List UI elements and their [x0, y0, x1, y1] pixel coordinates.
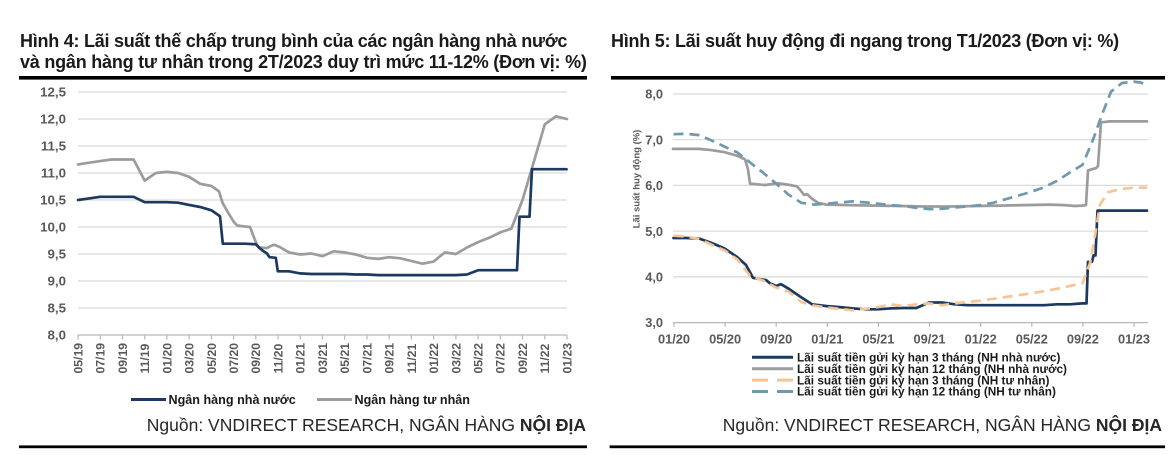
svg-text:12,5: 12,5 — [40, 85, 66, 100]
svg-text:8,0: 8,0 — [645, 87, 663, 102]
svg-text:07/19: 07/19 — [94, 343, 108, 374]
svg-text:11,5: 11,5 — [41, 139, 67, 154]
svg-text:01/23: 01/23 — [560, 343, 574, 374]
svg-text:5,0: 5,0 — [645, 224, 663, 239]
svg-text:Lãi suất tiền gửi kỳ hạn 12 th: Lãi suất tiền gửi kỳ hạn 12 tháng (NH tư… — [797, 385, 1056, 399]
svg-text:10,5: 10,5 — [40, 193, 66, 208]
svg-text:11/22: 11/22 — [538, 343, 552, 373]
svg-text:09/21: 09/21 — [383, 343, 397, 374]
svg-text:Ngân hàng nhà nước: Ngân hàng nhà nước — [169, 393, 296, 407]
svg-text:8,5: 8,5 — [48, 301, 67, 316]
svg-text:05/22: 05/22 — [1016, 332, 1048, 347]
svg-text:09/21: 09/21 — [913, 332, 945, 347]
svg-text:8,0: 8,0 — [48, 328, 67, 343]
svg-text:01/20: 01/20 — [658, 332, 690, 347]
svg-text:05/19: 05/19 — [71, 343, 85, 374]
svg-text:Lãi suất tiền gửi kỳ hạn 3 thá: Lãi suất tiền gửi kỳ hạn 3 tháng (NH tư … — [797, 373, 1049, 387]
svg-text:Lãi suất tiền gửi kỳ hạn 3 thá: Lãi suất tiền gửi kỳ hạn 3 tháng (NH nhà… — [797, 351, 1060, 365]
svg-text:01/21: 01/21 — [294, 343, 308, 374]
svg-text:05/21: 05/21 — [862, 332, 894, 347]
svg-text:05/20: 05/20 — [709, 332, 741, 347]
svg-text:05/22: 05/22 — [472, 343, 486, 374]
svg-text:10,0: 10,0 — [40, 220, 66, 235]
svg-text:12,0: 12,0 — [40, 112, 66, 127]
svg-text:01/22: 01/22 — [427, 343, 441, 374]
svg-text:11/19: 11/19 — [138, 343, 152, 373]
svg-text:09/20: 09/20 — [249, 343, 263, 374]
svg-text:9,0: 9,0 — [48, 274, 67, 289]
svg-text:07/22: 07/22 — [494, 343, 508, 374]
svg-text:01/22: 01/22 — [965, 332, 997, 347]
svg-text:03/21: 03/21 — [316, 343, 330, 374]
svg-text:Hình 4: Lãi suất thế chấp trun: Hình 4: Lãi suất thế chấp trung bình của… — [20, 31, 567, 51]
svg-text:01/23: 01/23 — [1118, 332, 1150, 347]
svg-text:Hình 5: Lãi suất huy động đi n: Hình 5: Lãi suất huy động đi ngang trong… — [611, 31, 1119, 51]
svg-text:03/20: 03/20 — [183, 343, 197, 374]
svg-text:Lãi suất tiền gửi kỳ hạn 12 th: Lãi suất tiền gửi kỳ hạn 12 tháng (NH nh… — [797, 362, 1067, 376]
svg-text:09/22: 09/22 — [1067, 332, 1099, 347]
svg-text:3,0: 3,0 — [645, 315, 663, 330]
svg-text:09/22: 09/22 — [516, 343, 530, 374]
svg-text:7,0: 7,0 — [645, 132, 663, 147]
svg-text:Lãi suất huy động (%): Lãi suất huy động (%) — [632, 130, 643, 229]
svg-text:9,5: 9,5 — [48, 247, 67, 262]
svg-text:11/20: 11/20 — [271, 343, 285, 373]
svg-text:11/21: 11/21 — [405, 343, 419, 373]
svg-text:01/21: 01/21 — [811, 332, 843, 347]
svg-text:07/20: 07/20 — [227, 343, 241, 374]
svg-text:Nguồn: VNDIRECT RESEARCH, NGÂN: Nguồn: VNDIRECT RESEARCH, NGÂN HÀNG NỘI … — [147, 414, 587, 435]
svg-text:Nguồn: VNDIRECT RESEARCH, NGÂN: Nguồn: VNDIRECT RESEARCH, NGÂN HÀNG NỘI … — [723, 414, 1163, 435]
svg-text:01/20: 01/20 — [160, 343, 174, 374]
svg-text:và ngân hàng tư nhân trong 2T/: và ngân hàng tư nhân trong 2T/2023 duy t… — [20, 52, 587, 72]
svg-text:05/21: 05/21 — [338, 343, 352, 374]
svg-text:4,0: 4,0 — [645, 270, 663, 285]
svg-text:03/22: 03/22 — [449, 343, 463, 374]
svg-text:07/21: 07/21 — [360, 343, 374, 374]
svg-text:05/20: 05/20 — [205, 343, 219, 374]
svg-text:09/19: 09/19 — [116, 343, 130, 374]
svg-text:Ngân hàng tư nhân: Ngân hàng tư nhân — [355, 393, 470, 407]
svg-text:11,0: 11,0 — [41, 166, 66, 181]
svg-text:09/20: 09/20 — [760, 332, 792, 347]
svg-text:6,0: 6,0 — [645, 178, 663, 193]
